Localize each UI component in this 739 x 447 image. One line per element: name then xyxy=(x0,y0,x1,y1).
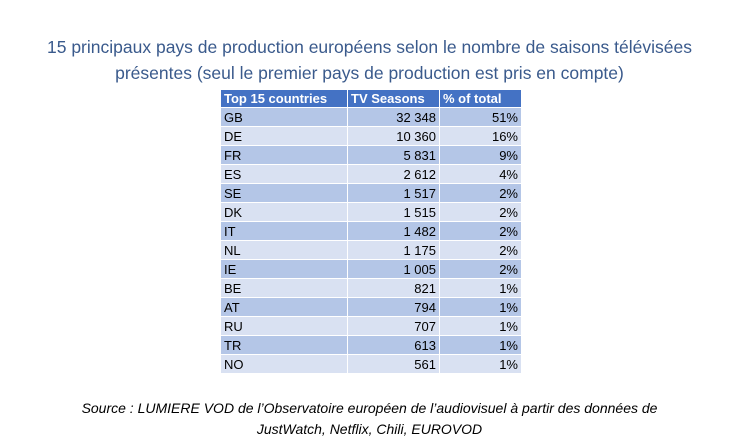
table-header-row: Top 15 countries TV Seasons % of total xyxy=(221,90,522,108)
column-header-country: Top 15 countries xyxy=(221,90,348,108)
cell-percent: 2% xyxy=(440,241,522,260)
table-row: NL 1 175 2% xyxy=(221,241,522,260)
cell-tv-seasons: 561 xyxy=(348,355,440,374)
column-header-tv-seasons: TV Seasons xyxy=(348,90,440,108)
cell-tv-seasons: 5 831 xyxy=(348,146,440,165)
source-note: Source : LUMIERE VOD de l’Observatoire e… xyxy=(0,398,739,440)
cell-country: NO xyxy=(221,355,348,374)
cell-percent: 4% xyxy=(440,165,522,184)
cell-percent: 2% xyxy=(440,260,522,279)
cell-country: FR xyxy=(221,146,348,165)
cell-percent: 1% xyxy=(440,336,522,355)
cell-country: IE xyxy=(221,260,348,279)
chart-title: 15 principaux pays de production europée… xyxy=(0,34,739,86)
table-row: RU 707 1% xyxy=(221,317,522,336)
table-body: GB 32 348 51% DE 10 360 16% FR 5 831 9% ES 2 612 4%… xyxy=(221,108,522,374)
cell-tv-seasons: 2 612 xyxy=(348,165,440,184)
cell-country: ES xyxy=(221,165,348,184)
cell-percent: 51% xyxy=(440,108,522,127)
cell-tv-seasons: 1 517 xyxy=(348,184,440,203)
cell-country: RU xyxy=(221,317,348,336)
chart-title-line-2: présentes (seul le premier pays de produ… xyxy=(0,60,739,86)
cell-percent: 2% xyxy=(440,222,522,241)
cell-tv-seasons: 707 xyxy=(348,317,440,336)
table-row: SE 1 517 2% xyxy=(221,184,522,203)
cell-percent: 1% xyxy=(440,298,522,317)
table-row: AT 794 1% xyxy=(221,298,522,317)
cell-percent: 2% xyxy=(440,184,522,203)
table-row: GB 32 348 51% xyxy=(221,108,522,127)
cell-percent: 2% xyxy=(440,203,522,222)
data-table: Top 15 countries TV Seasons % of total G… xyxy=(221,90,522,374)
cell-tv-seasons: 1 482 xyxy=(348,222,440,241)
cell-country: AT xyxy=(221,298,348,317)
cell-tv-seasons: 1 515 xyxy=(348,203,440,222)
table-row: TR 613 1% xyxy=(221,336,522,355)
cell-country: DE xyxy=(221,127,348,146)
cell-country: IT xyxy=(221,222,348,241)
table-row: BE 821 1% xyxy=(221,279,522,298)
cell-percent: 1% xyxy=(440,279,522,298)
table-row: ES 2 612 4% xyxy=(221,165,522,184)
chart-title-line-1: 15 principaux pays de production europée… xyxy=(0,34,739,60)
table-row: IE 1 005 2% xyxy=(221,260,522,279)
cell-percent: 1% xyxy=(440,317,522,336)
cell-percent: 9% xyxy=(440,146,522,165)
cell-tv-seasons: 1 005 xyxy=(348,260,440,279)
source-line-2: JustWatch, Netflix, Chili, EUROVOD xyxy=(0,419,739,440)
table-row: IT 1 482 2% xyxy=(221,222,522,241)
cell-tv-seasons: 821 xyxy=(348,279,440,298)
table-row: DK 1 515 2% xyxy=(221,203,522,222)
cell-tv-seasons: 10 360 xyxy=(348,127,440,146)
cell-country: BE xyxy=(221,279,348,298)
cell-percent: 1% xyxy=(440,355,522,374)
cell-tv-seasons: 32 348 xyxy=(348,108,440,127)
cell-percent: 16% xyxy=(440,127,522,146)
cell-country: DK xyxy=(221,203,348,222)
table-row: FR 5 831 9% xyxy=(221,146,522,165)
cell-tv-seasons: 794 xyxy=(348,298,440,317)
cell-country: NL xyxy=(221,241,348,260)
cell-country: GB xyxy=(221,108,348,127)
cell-country: SE xyxy=(221,184,348,203)
cell-tv-seasons: 1 175 xyxy=(348,241,440,260)
column-header-percent: % of total xyxy=(440,90,522,108)
cell-tv-seasons: 613 xyxy=(348,336,440,355)
cell-country: TR xyxy=(221,336,348,355)
table-row: DE 10 360 16% xyxy=(221,127,522,146)
source-line-1: Source : LUMIERE VOD de l’Observatoire e… xyxy=(0,398,739,419)
table-row: NO 561 1% xyxy=(221,355,522,374)
